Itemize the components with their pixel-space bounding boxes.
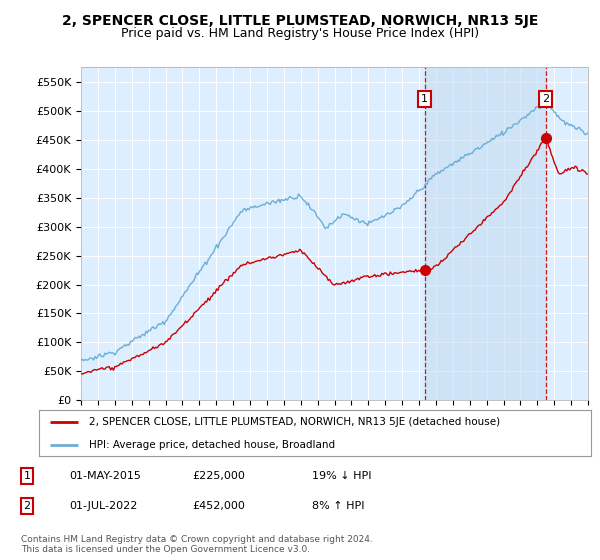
Text: 01-MAY-2015: 01-MAY-2015 — [69, 471, 141, 481]
Text: £452,000: £452,000 — [192, 501, 245, 511]
Text: 19% ↓ HPI: 19% ↓ HPI — [312, 471, 371, 481]
Text: 1: 1 — [421, 94, 428, 104]
Text: 8% ↑ HPI: 8% ↑ HPI — [312, 501, 365, 511]
Text: 2, SPENCER CLOSE, LITTLE PLUMSTEAD, NORWICH, NR13 5JE (detached house): 2, SPENCER CLOSE, LITTLE PLUMSTEAD, NORW… — [89, 417, 500, 427]
Text: Price paid vs. HM Land Registry's House Price Index (HPI): Price paid vs. HM Land Registry's House … — [121, 27, 479, 40]
Text: 1: 1 — [23, 471, 31, 481]
Text: 2, SPENCER CLOSE, LITTLE PLUMSTEAD, NORWICH, NR13 5JE: 2, SPENCER CLOSE, LITTLE PLUMSTEAD, NORW… — [62, 14, 538, 28]
Text: £225,000: £225,000 — [192, 471, 245, 481]
Bar — [425, 67, 546, 400]
Text: Contains HM Land Registry data © Crown copyright and database right 2024.
This d: Contains HM Land Registry data © Crown c… — [21, 535, 373, 554]
Text: HPI: Average price, detached house, Broadland: HPI: Average price, detached house, Broa… — [89, 440, 335, 450]
Text: 2: 2 — [542, 94, 550, 104]
Text: 2: 2 — [23, 501, 31, 511]
Text: 01-JUL-2022: 01-JUL-2022 — [69, 501, 137, 511]
